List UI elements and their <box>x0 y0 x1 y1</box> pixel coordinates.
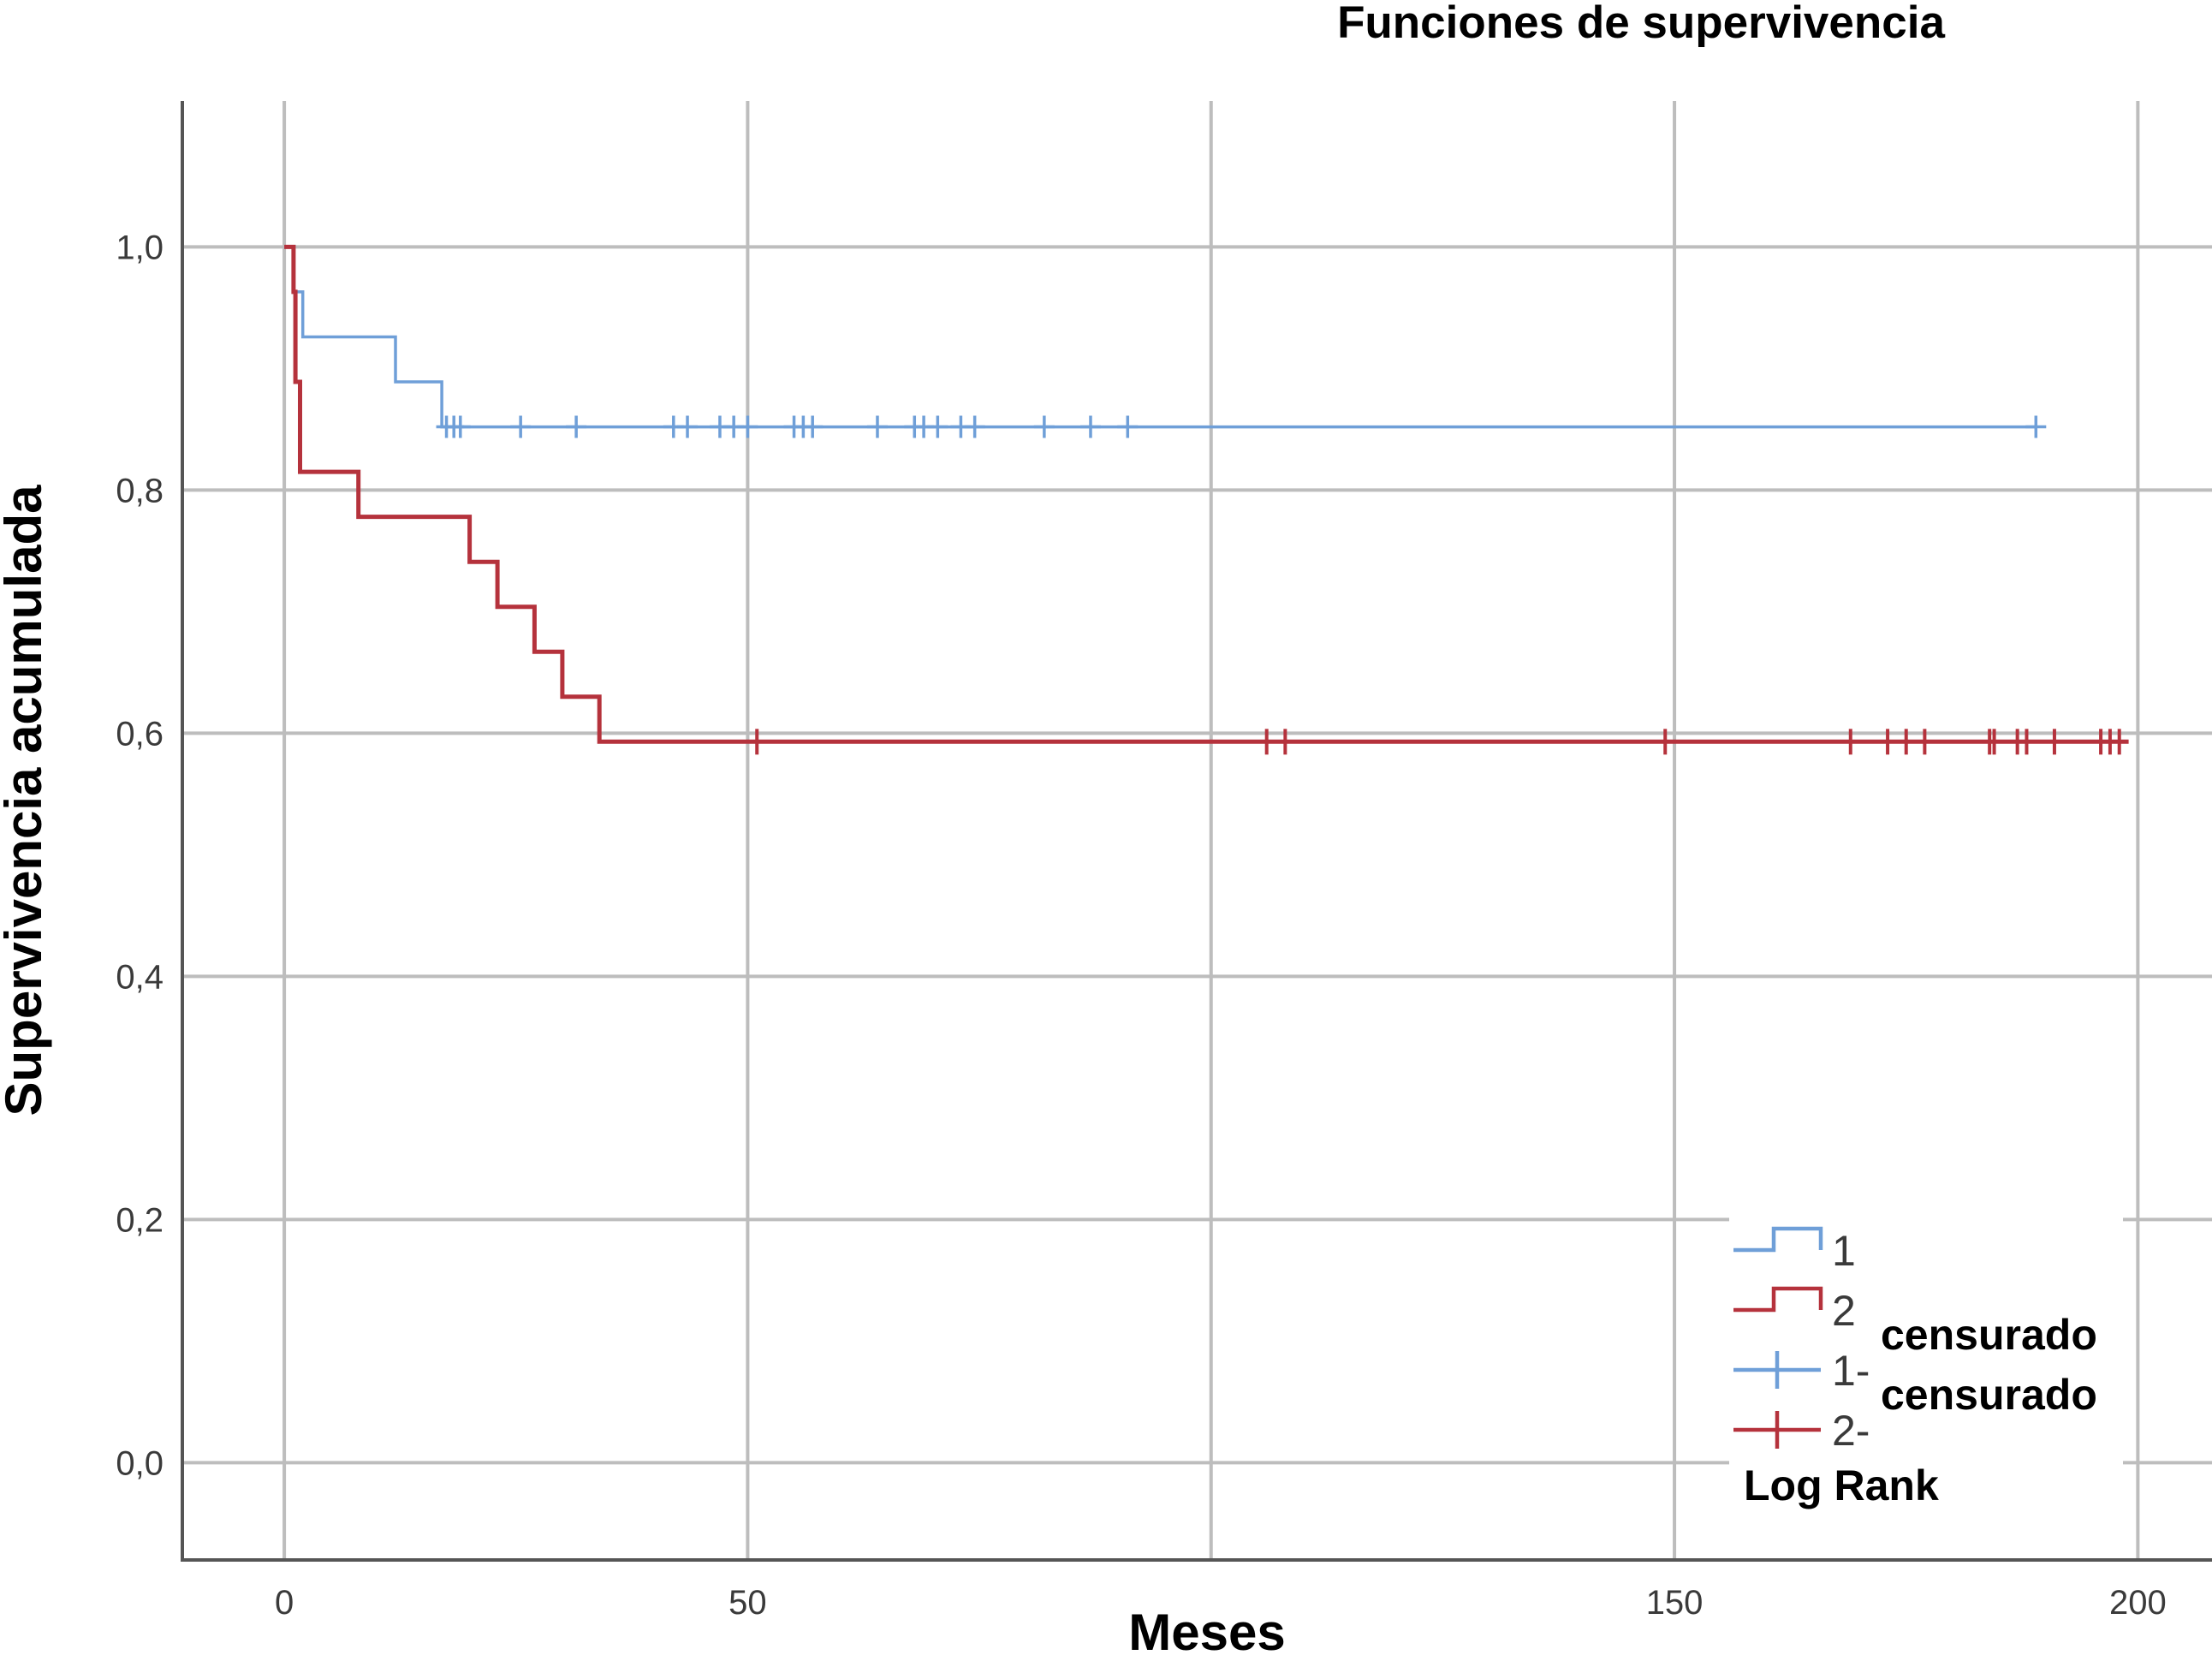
legend-background <box>1729 1214 2123 1531</box>
plot-axes <box>181 101 2212 1562</box>
legend-label-2: 1- <box>1832 1347 1870 1395</box>
legend-swatch-3 <box>1733 1411 1821 1449</box>
censor-mark-series-1-21 <box>1117 415 1139 438</box>
censor-mark-series-1-3 <box>510 415 532 438</box>
censor-mark-series-1-12 <box>802 415 824 438</box>
legend-label-3: 2- <box>1832 1407 1870 1455</box>
x-tick-label-3: 200 <box>2109 1584 2167 1622</box>
x-tick-label-1: 50 <box>728 1584 767 1622</box>
legend-note-censurado-2: censurado <box>1881 1371 2097 1419</box>
legend: 1 2 1- 2- <box>1733 1226 1870 1455</box>
censor-mark-series-1-19 <box>1033 415 1055 438</box>
x-tick-label-0: 0 <box>275 1584 294 1622</box>
series-2 <box>284 244 2129 755</box>
y-tick-label-2: 0,4 <box>116 958 164 996</box>
y-tick-label-5: 1,0 <box>116 229 164 266</box>
legend-label-1: 2 <box>1832 1287 1856 1335</box>
legend-note-log-rank: Log Rank <box>1744 1462 1939 1509</box>
censor-mark-series-1-13 <box>866 415 888 438</box>
series-2-line <box>284 244 2129 744</box>
censor-mark-series-1-2 <box>449 415 471 438</box>
legend-swatch-2 <box>1733 1351 1821 1389</box>
censor-mark-series-1-20 <box>1080 415 1101 438</box>
tick-labels: 0,0 0,2 0,4 0,6 0,8 1,0 0 50 150 200 <box>116 229 2166 1622</box>
x-tick-label-2: 150 <box>1646 1584 1704 1622</box>
legend-swatch-0 <box>1733 1226 1823 1253</box>
legend-note-censurado-1: censurado <box>1881 1311 2097 1359</box>
y-tick-label-0: 0,0 <box>116 1444 164 1482</box>
censor-mark-series-1-4 <box>566 415 587 438</box>
censor-mark-series-1-16 <box>927 415 948 438</box>
series-group <box>284 244 2129 755</box>
y-tick-label-3: 0,6 <box>116 715 164 753</box>
y-tick-label-4: 0,8 <box>116 472 164 509</box>
y-axis-label: Supervivencia acumulada <box>0 485 52 1116</box>
y-tick-label-1: 0,2 <box>116 1201 164 1239</box>
censor-mark-series-1-9 <box>737 415 758 438</box>
legend-label-0: 1 <box>1832 1227 1856 1275</box>
censor-mark-series-1-6 <box>677 415 699 438</box>
x-axis-label: Meses <box>1128 1604 1285 1655</box>
chart-title: Funciones de supervivencia <box>1337 0 1945 48</box>
series-1-line <box>284 245 2037 429</box>
censor-mark-series-1-18 <box>964 415 985 438</box>
legend-swatch-1 <box>1733 1286 1823 1313</box>
censor-mark-series-1-22 <box>2025 415 2047 438</box>
series-1 <box>284 245 2047 438</box>
grid-lines <box>182 101 2212 1560</box>
